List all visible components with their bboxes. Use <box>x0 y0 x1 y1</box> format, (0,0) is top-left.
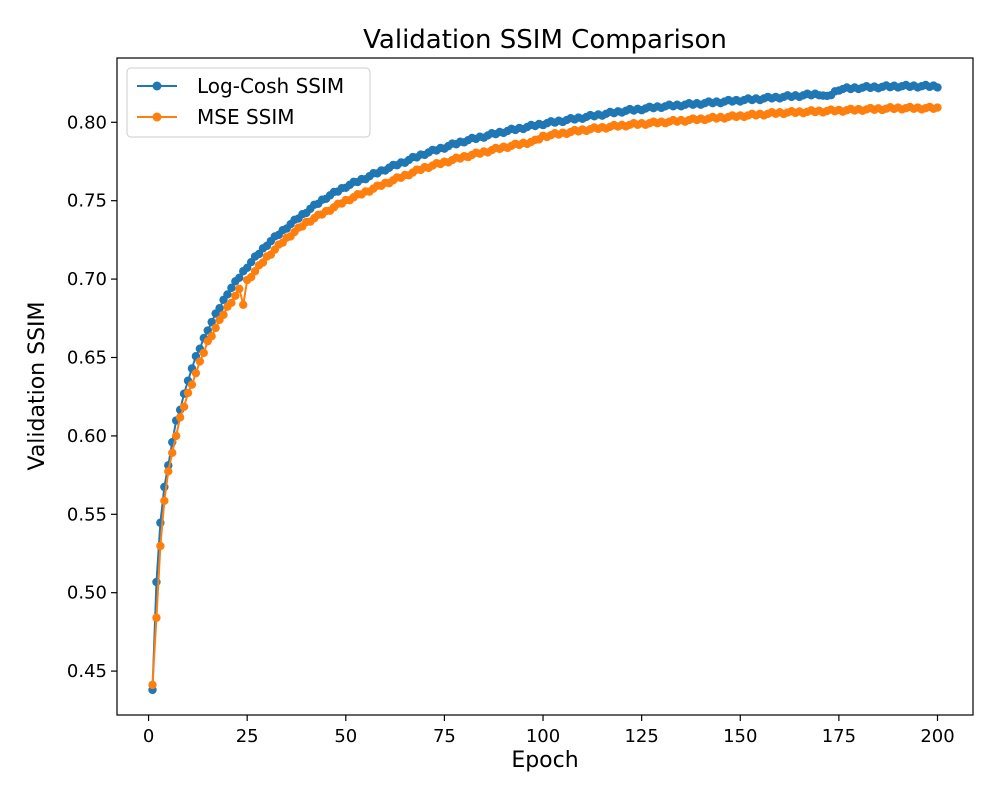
legend-item-log-cosh-ssim: Log-Cosh SSIM <box>137 74 344 98</box>
data-point <box>239 300 248 310</box>
y-tick-label: 0.75 <box>67 191 107 212</box>
legend-box <box>126 67 371 138</box>
data-point <box>207 317 216 327</box>
x-tick-label: 50 <box>334 726 357 747</box>
y-tick-label: 0.60 <box>67 426 107 447</box>
y-axis-title: Validation SSIM <box>25 301 50 470</box>
y-tick-label: 0.65 <box>67 347 107 368</box>
data-point <box>195 357 205 366</box>
x-tick-label: 175 <box>822 726 856 747</box>
data-point <box>191 368 201 378</box>
y-tick-label: 0.50 <box>67 583 107 604</box>
data-point <box>164 467 173 476</box>
data-point <box>175 413 185 422</box>
data-point <box>246 273 256 282</box>
data-point <box>933 83 942 92</box>
data-point <box>211 323 220 333</box>
y-tick-label: 0.80 <box>67 112 107 133</box>
data-point <box>168 448 177 458</box>
data-point <box>179 402 189 411</box>
data-point <box>152 613 161 622</box>
data-point <box>207 331 216 341</box>
y-tick-label: 0.45 <box>67 661 107 682</box>
data-point <box>156 541 165 551</box>
data-point <box>160 496 169 506</box>
x-axis: 0 25 50 75 100 125 150 175 200 <box>143 715 955 747</box>
data-point <box>219 310 228 320</box>
x-tick-label: 25 <box>236 726 259 747</box>
legend-label: MSE SSIM <box>197 105 295 129</box>
data-point <box>223 290 232 299</box>
data-point <box>227 298 236 308</box>
y-axis: 0.45 0.50 0.55 0.60 0.65 0.70 0.75 0.80 <box>67 112 117 682</box>
x-tick-label: 0 <box>143 726 154 747</box>
data-point <box>933 103 942 112</box>
series-log-cosh-ssim <box>148 80 942 695</box>
data-point <box>235 273 244 283</box>
data-point <box>171 431 181 441</box>
data-point <box>187 380 197 389</box>
data-point <box>227 283 236 293</box>
plot-frame <box>116 57 974 716</box>
legend: Log-Cosh SSIM MSE SSIM <box>126 67 371 138</box>
data-point <box>183 388 193 398</box>
x-tick-label: 150 <box>723 726 757 747</box>
data-point <box>258 258 268 267</box>
plot-area <box>148 80 942 695</box>
x-tick-label: 200 <box>920 726 954 747</box>
data-point <box>231 291 240 301</box>
chart-title: Validation SSIM Comparison <box>363 25 727 55</box>
data-point <box>235 284 244 294</box>
legend-item-mse-ssim: MSE SSIM <box>137 105 295 129</box>
series-line-mse-ssim <box>151 105 938 685</box>
data-point <box>199 348 208 358</box>
y-tick-label: 0.70 <box>67 269 107 290</box>
x-tick-label: 100 <box>526 726 560 747</box>
legend-swatch-marker <box>152 81 162 91</box>
data-point <box>148 680 157 690</box>
y-tick-label: 0.55 <box>67 504 107 525</box>
x-axis-title: Epoch <box>511 748 578 773</box>
legend-swatch-marker <box>152 112 162 122</box>
legend-label: Log-Cosh SSIM <box>197 74 344 98</box>
series-mse-ssim <box>148 102 942 690</box>
x-tick-label: 75 <box>433 726 456 747</box>
data-point <box>250 267 260 276</box>
series-line-log-cosh-ssim <box>151 83 938 690</box>
data-point <box>215 304 224 313</box>
x-tick-label: 125 <box>624 726 658 747</box>
